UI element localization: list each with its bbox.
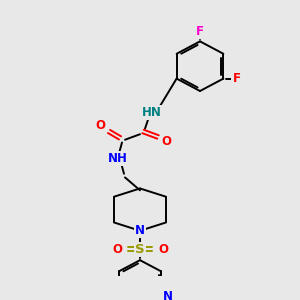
Text: O: O [158, 243, 168, 256]
Text: HN: HN [142, 106, 162, 119]
Text: N: N [135, 224, 145, 237]
Text: O: O [161, 135, 171, 148]
Text: O: O [95, 119, 105, 132]
Text: N: N [163, 290, 173, 300]
Text: F: F [232, 72, 240, 85]
Text: F: F [196, 25, 204, 38]
Text: NH: NH [108, 152, 128, 165]
Text: O: O [112, 243, 122, 256]
Text: S: S [135, 243, 145, 256]
